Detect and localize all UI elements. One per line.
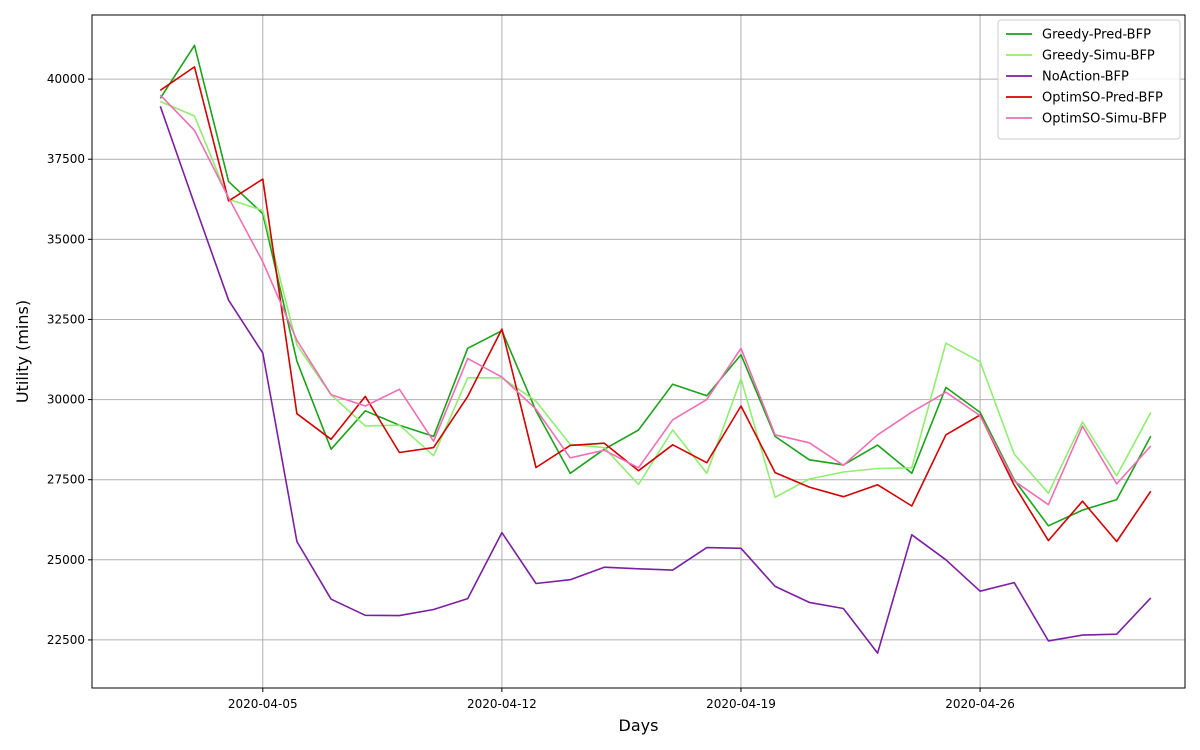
- legend-label: Greedy-Pred-BFP: [1042, 28, 1151, 43]
- series-lines: [159, 44, 1152, 654]
- y-tick-label: 22500: [47, 633, 85, 647]
- legend-label: Greedy-Simu-BFP: [1042, 49, 1155, 64]
- legend-label: OptimSO-Pred-BFP: [1042, 91, 1163, 106]
- y-axis-ticks: 22500 25000 27500 30000 32500 35000 37500 40000: [47, 72, 92, 647]
- x-axis-label: Days: [619, 716, 659, 735]
- legend-label: NoAction-BFP: [1042, 70, 1129, 85]
- series-line-noaction-bfp: [159, 106, 1152, 654]
- y-tick-label: 35000: [47, 232, 85, 246]
- y-axis-label: Utility (mins): [13, 300, 32, 403]
- y-tick-label: 37500: [47, 152, 85, 166]
- x-tick-label: 2020-04-12: [467, 697, 537, 711]
- legend: Greedy-Pred-BFP Greedy-Simu-BFP NoAction-B…: [997, 19, 1181, 140]
- x-tick-label: 2020-04-19: [706, 697, 776, 711]
- legend-box: [997, 19, 1181, 140]
- series-line-optimso-simu-bfp: [159, 94, 1152, 506]
- y-tick-label: 32500: [47, 312, 85, 326]
- y-tick-label: 27500: [47, 473, 85, 487]
- grid-lines: [92, 15, 1185, 688]
- plot-frame: [91, 14, 1186, 689]
- series-line-greedy-simu-bfp: [159, 100, 1152, 499]
- x-tick-label: 2020-04-26: [945, 697, 1015, 711]
- x-axis-ticks: 2020-04-05 2020-04-12 2020-04-19 2020-04-26: [228, 688, 1015, 711]
- y-tick-label: 25000: [47, 553, 85, 567]
- x-tick-label: 2020-04-05: [228, 697, 298, 711]
- y-tick-label: 40000: [47, 72, 85, 86]
- legend-label: OptimSO-Simu-BFP: [1042, 112, 1167, 127]
- y-tick-label: 30000: [47, 393, 85, 407]
